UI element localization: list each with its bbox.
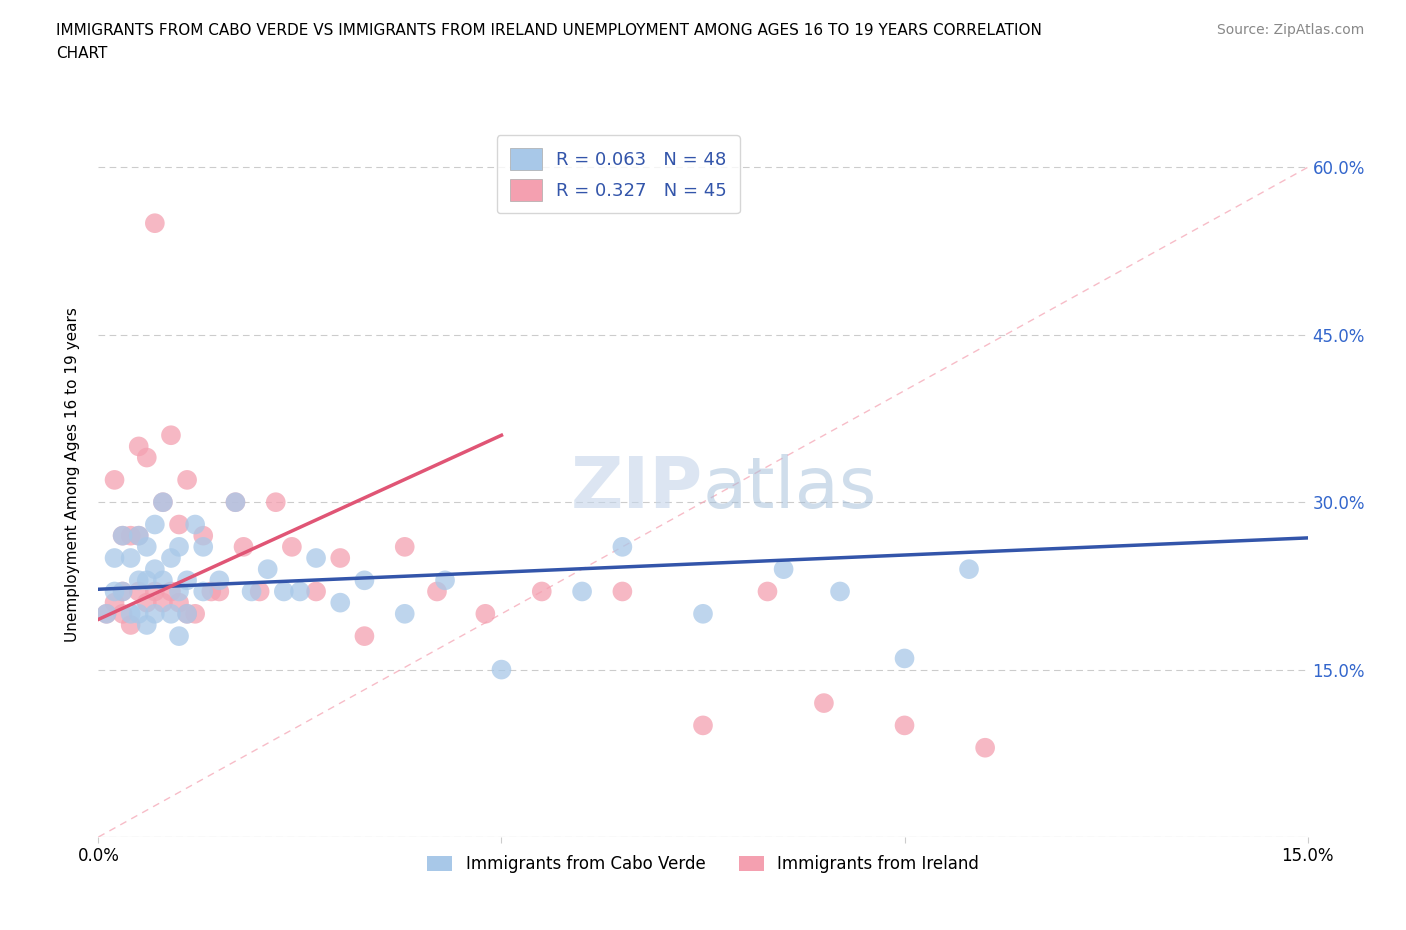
Point [813, 696, 835, 711]
Point [329, 595, 352, 610]
Point [96, 606, 118, 621]
Point [394, 606, 416, 621]
Point [128, 528, 150, 543]
Point [571, 584, 593, 599]
Legend: Immigrants from Cabo Verde, Immigrants from Ireland: Immigrants from Cabo Verde, Immigrants f… [420, 848, 986, 880]
Point [111, 606, 134, 621]
Point [160, 428, 183, 443]
Point [692, 718, 714, 733]
Text: IMMIGRANTS FROM CABO VERDE VS IMMIGRANTS FROM IRELAND UNEMPLOYMENT AMONG AGES 16: IMMIGRANTS FROM CABO VERDE VS IMMIGRANTS… [56, 23, 1042, 38]
Point [305, 584, 328, 599]
Point [208, 584, 231, 599]
Point [893, 718, 915, 733]
Point [135, 539, 157, 554]
Point [612, 584, 634, 599]
Point [111, 584, 134, 599]
Point [394, 539, 416, 554]
Point [530, 584, 553, 599]
Point [193, 539, 215, 554]
Point [152, 495, 174, 510]
Point [893, 651, 915, 666]
Point [128, 584, 150, 599]
Point [240, 584, 263, 599]
Point [143, 216, 166, 231]
Point [426, 584, 449, 599]
Point [167, 595, 190, 610]
Point [264, 495, 287, 510]
Point [143, 584, 166, 599]
Point [176, 606, 198, 621]
Point [491, 662, 513, 677]
Point [128, 528, 150, 543]
Point [143, 517, 166, 532]
Point [281, 539, 304, 554]
Text: Source: ZipAtlas.com: Source: ZipAtlas.com [1216, 23, 1364, 37]
Point [160, 606, 183, 621]
Point [143, 562, 166, 577]
Point [329, 551, 352, 565]
Text: ZIP: ZIP [571, 455, 703, 524]
Point [756, 584, 779, 599]
Y-axis label: Unemployment Among Ages 16 to 19 years: Unemployment Among Ages 16 to 19 years [65, 307, 80, 642]
Point [167, 584, 190, 599]
Text: CHART: CHART [56, 46, 108, 61]
Text: atlas: atlas [703, 455, 877, 524]
Point [474, 606, 496, 621]
Point [957, 562, 980, 577]
Point [224, 495, 246, 510]
Point [288, 584, 311, 599]
Point [224, 495, 246, 510]
Point [167, 629, 190, 644]
Point [612, 539, 634, 554]
Point [120, 528, 142, 543]
Point [160, 584, 183, 599]
Point [128, 439, 150, 454]
Point [353, 573, 375, 588]
Point [176, 472, 198, 487]
Point [232, 539, 254, 554]
Point [152, 495, 174, 510]
Point [111, 584, 134, 599]
Point [103, 551, 125, 565]
Point [974, 740, 997, 755]
Point [184, 606, 207, 621]
Point [135, 450, 157, 465]
Point [128, 573, 150, 588]
Point [143, 606, 166, 621]
Point [273, 584, 295, 599]
Point [111, 528, 134, 543]
Point [176, 606, 198, 621]
Point [111, 528, 134, 543]
Point [208, 573, 231, 588]
Point [120, 606, 142, 621]
Point [692, 606, 714, 621]
Point [305, 551, 328, 565]
Point [828, 584, 851, 599]
Point [200, 584, 222, 599]
Point [135, 573, 157, 588]
Point [128, 606, 150, 621]
Point [103, 472, 125, 487]
Point [193, 584, 215, 599]
Point [167, 539, 190, 554]
Point [772, 562, 794, 577]
Point [434, 573, 457, 588]
Point [249, 584, 271, 599]
Point [193, 528, 215, 543]
Point [96, 606, 118, 621]
Point [167, 517, 190, 532]
Point [160, 551, 183, 565]
Point [135, 595, 157, 610]
Point [152, 595, 174, 610]
Point [120, 551, 142, 565]
Point [103, 595, 125, 610]
Point [152, 573, 174, 588]
Point [353, 629, 375, 644]
Point [176, 573, 198, 588]
Point [120, 618, 142, 632]
Point [103, 584, 125, 599]
Point [256, 562, 278, 577]
Point [135, 618, 157, 632]
Point [184, 517, 207, 532]
